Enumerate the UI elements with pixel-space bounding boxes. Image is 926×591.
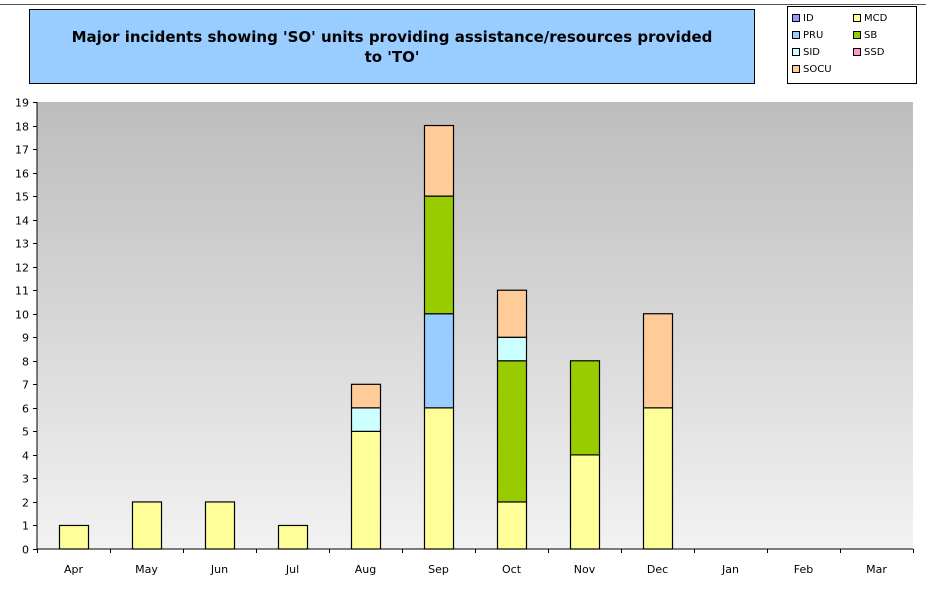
- y-tick-label: 3: [22, 473, 29, 486]
- y-tick-label: 7: [22, 379, 29, 392]
- legend-item-sb: SB: [853, 27, 914, 43]
- legend-label-pru: PRU: [803, 29, 824, 41]
- bar-sep-socu: [423, 124, 455, 197]
- y-tick-label: 4: [22, 450, 29, 463]
- x-tick-label-jun: Jun: [210, 563, 228, 576]
- y-tick-label: 17: [15, 144, 29, 157]
- bar-sep-mcd: [423, 407, 455, 550]
- bar-jun-mcd: [204, 501, 236, 550]
- legend-swatch-socu: [792, 65, 800, 73]
- bar-apr-mcd: [58, 524, 90, 550]
- bar-oct-sid: [496, 336, 528, 362]
- bar-aug-socu: [350, 383, 382, 409]
- legend-label-mcd: MCD: [864, 12, 888, 24]
- x-tick-label-dec: Dec: [647, 563, 668, 576]
- legend-label-sid: SID: [803, 46, 820, 58]
- y-tick-label: 18: [15, 121, 29, 134]
- bar-aug-mcd: [350, 430, 382, 550]
- chart-title-line-2: to 'TO': [364, 47, 420, 66]
- bar-jul-mcd: [277, 524, 309, 550]
- legend-swatch-id: [792, 14, 800, 22]
- legend-item-ssd: SSD: [853, 44, 914, 60]
- x-tick-label-sep: Sep: [428, 563, 449, 576]
- bar-dec-mcd: [642, 407, 674, 550]
- chart-title: Major incidents showing 'SO' units provi…: [42, 27, 742, 67]
- bar-aug-sid: [350, 407, 382, 432]
- x-tick-label-jul: Jul: [285, 563, 299, 576]
- legend-item-mcd: MCD: [853, 10, 914, 26]
- y-tick-label: 10: [15, 309, 29, 322]
- top-border-line: [0, 4, 926, 5]
- y-tick-label: 11: [15, 285, 29, 298]
- y-tick-label: 2: [22, 497, 29, 510]
- x-tick-label-aug: Aug: [355, 563, 376, 576]
- y-tick-label: 1: [22, 520, 29, 533]
- bar-may-mcd: [131, 501, 163, 550]
- y-tick-label: 8: [22, 356, 29, 369]
- legend-label-socu: SOCU: [803, 63, 832, 75]
- y-tick-label: 12: [15, 262, 29, 275]
- legend-label-id: ID: [803, 12, 814, 24]
- legend-grid: ID MCD PRU SB SID SSD SOCU: [792, 10, 916, 77]
- legend-item-sid: SID: [792, 44, 853, 60]
- legend-item-pru: PRU: [792, 27, 853, 43]
- plot-area: [37, 102, 913, 549]
- y-tick-label: 15: [15, 191, 29, 204]
- y-tick-label: 19: [15, 97, 29, 110]
- bar-sep-pru: [423, 313, 455, 409]
- chart-legend: ID MCD PRU SB SID SSD SOCU: [787, 6, 917, 84]
- bar-oct-sb: [496, 360, 528, 503]
- chart-title-box: Major incidents showing 'SO' units provi…: [29, 9, 755, 84]
- legend-swatch-pru: [792, 31, 800, 39]
- bar-dec-socu: [642, 313, 674, 409]
- y-tick-label: 5: [22, 426, 29, 439]
- x-tick-label-oct: Oct: [502, 563, 522, 576]
- y-tick-label: 13: [15, 238, 29, 251]
- y-tick-label: 0: [22, 544, 29, 557]
- legend-item-socu: SOCU: [792, 61, 853, 77]
- y-tick-label: 16: [15, 168, 29, 181]
- legend-swatch-sid: [792, 48, 800, 56]
- x-tick-label-nov: Nov: [574, 563, 596, 576]
- bar-nov-mcd: [569, 454, 601, 550]
- x-tick-label-may: May: [135, 563, 158, 576]
- bar-sep-sb: [423, 195, 455, 315]
- x-tick-label-feb: Feb: [794, 563, 813, 576]
- legend-swatch-sb: [853, 31, 861, 39]
- x-tick-label-jan: Jan: [721, 563, 739, 576]
- bar-oct-mcd: [496, 501, 528, 550]
- chart-title-line-1: Major incidents showing 'SO' units provi…: [71, 27, 713, 46]
- legend-item-id: ID: [792, 10, 853, 26]
- legend-swatch-mcd: [853, 14, 861, 22]
- x-tick-label-mar: Mar: [866, 563, 887, 576]
- legend-label-ssd: SSD: [864, 46, 885, 58]
- legend-swatch-ssd: [853, 48, 861, 56]
- y-tick-label: 14: [15, 215, 29, 228]
- y-tick-label: 9: [22, 332, 29, 345]
- legend-label-sb: SB: [864, 29, 878, 41]
- bar-nov-sb: [569, 360, 601, 456]
- bar-oct-socu: [496, 289, 528, 338]
- y-tick-label: 6: [22, 403, 29, 416]
- x-tick-label-apr: Apr: [64, 563, 84, 576]
